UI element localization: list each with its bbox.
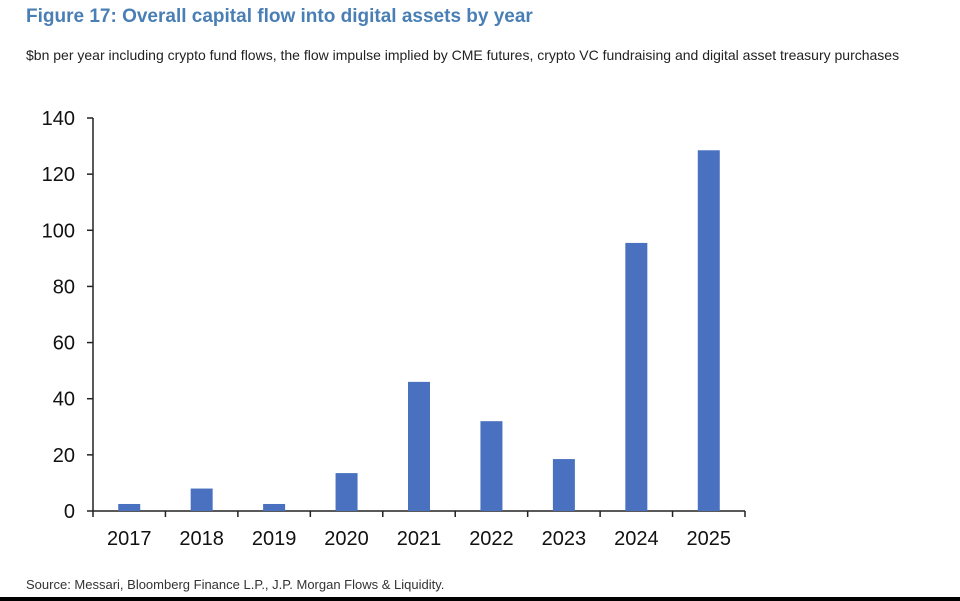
bar-2019 bbox=[263, 503, 286, 511]
y-tick-label: 40 bbox=[53, 389, 75, 411]
x-tick-label: 2017 bbox=[107, 528, 152, 550]
x-tick-label: 2018 bbox=[179, 528, 224, 550]
y-tick-label: 20 bbox=[53, 445, 75, 467]
figure-subtitle: $bn per year including crypto fund flows… bbox=[26, 47, 900, 63]
x-tick-label: 2021 bbox=[397, 528, 442, 550]
bar-2020 bbox=[335, 473, 358, 511]
bar-series bbox=[118, 150, 720, 512]
y-tick-label: 100 bbox=[42, 220, 75, 242]
x-tick-label: 2020 bbox=[324, 528, 369, 550]
figure-title: Figure 17: Overall capital flow into dig… bbox=[26, 6, 533, 27]
x-axis: 2017 2018 2019 2020 2021 2022 2023 2024 2025 bbox=[92, 510, 746, 550]
x-tick-label: 2022 bbox=[469, 528, 514, 550]
y-tick-label: 0 bbox=[64, 501, 75, 523]
y-tick-label: 80 bbox=[53, 276, 75, 298]
x-tick-label: 2019 bbox=[252, 528, 297, 550]
bar-2017 bbox=[118, 503, 141, 511]
x-tick-label: 2023 bbox=[542, 528, 587, 550]
x-tick-label: 2024 bbox=[614, 528, 659, 550]
bar-2018 bbox=[190, 488, 213, 511]
bar-2022 bbox=[480, 421, 503, 511]
y-tick-label: 60 bbox=[53, 333, 75, 355]
x-tick-label: 2025 bbox=[687, 528, 732, 550]
bottom-border bbox=[0, 597, 960, 601]
bar-2025 bbox=[697, 150, 720, 511]
y-tick-label: 140 bbox=[42, 108, 75, 130]
bar-2023 bbox=[552, 459, 575, 511]
y-tick-label: 120 bbox=[42, 164, 75, 186]
bar-2024 bbox=[625, 242, 648, 512]
figure-source: Source: Messari, Bloomberg Finance L.P.,… bbox=[26, 577, 445, 592]
y-axis: 0 20 40 60 80 100 120 140 bbox=[42, 108, 94, 523]
bar-2021 bbox=[408, 381, 430, 511]
